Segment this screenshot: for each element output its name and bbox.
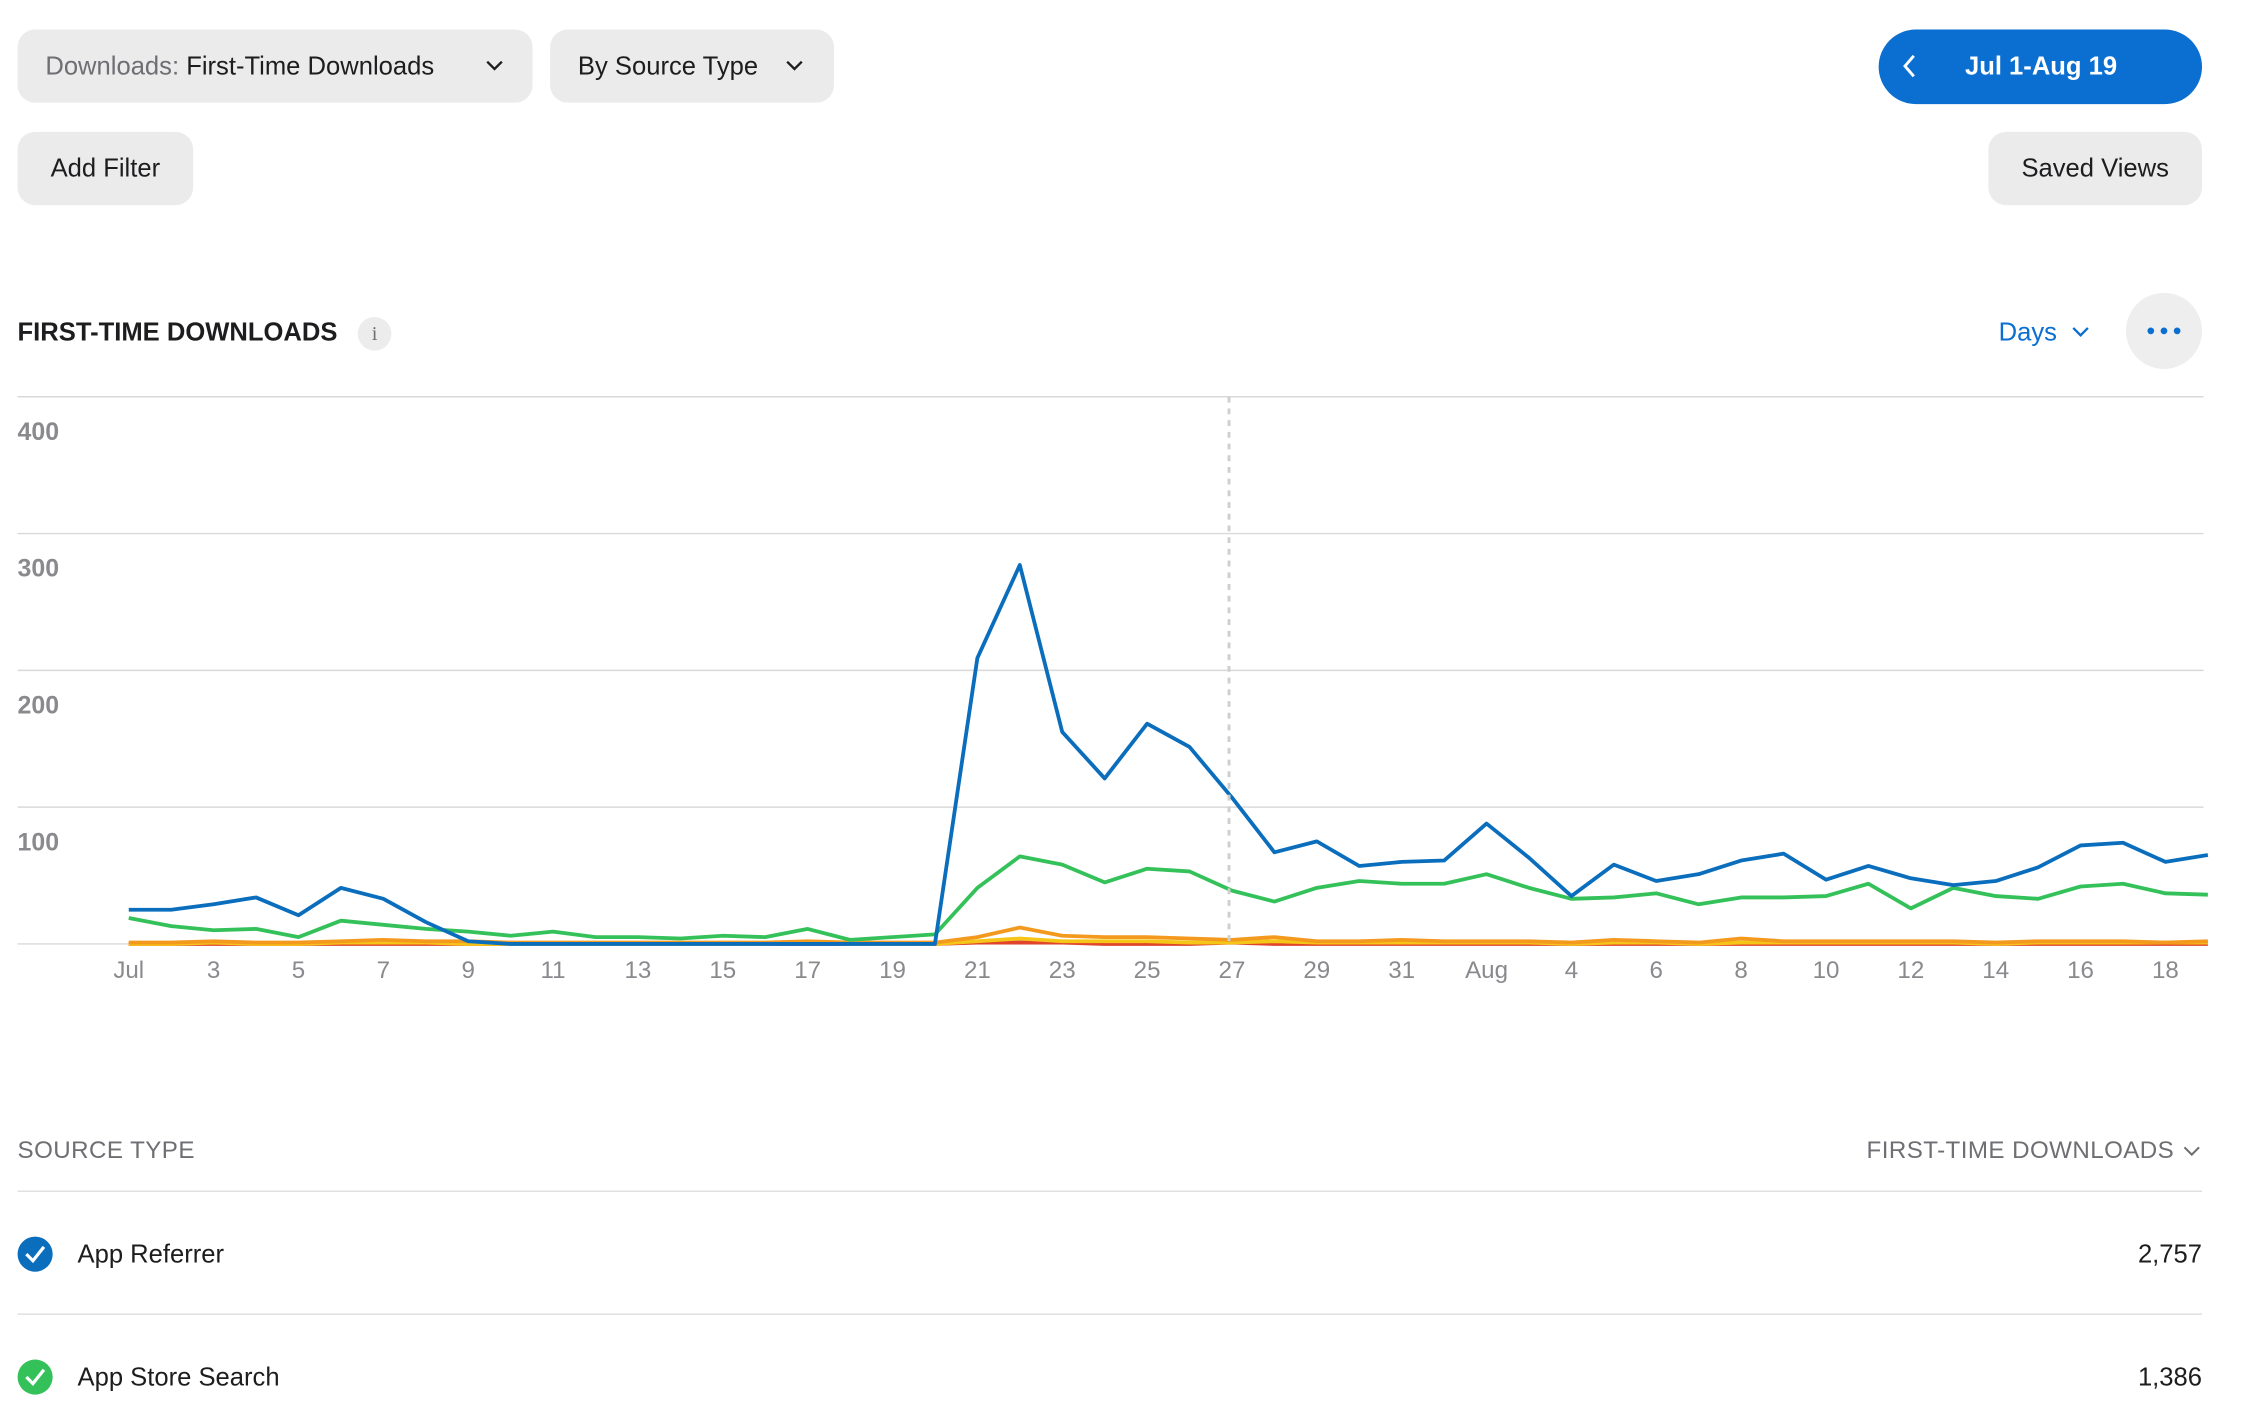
y-tick-label: 200 [18,691,59,719]
x-tick-label: 3 [207,957,220,984]
x-tick-label: 11 [541,957,566,984]
x-tick-label: 19 [879,957,906,984]
series-line [128,854,2208,942]
table: SOURCE TYPE FIRST-TIME DOWNLOADS App Ref… [17,1137,2202,1395]
x-tick-label: 9 [461,957,474,984]
x-tick-label: 21 [964,957,991,984]
row-label: App Referrer [78,1240,225,1268]
y-tick-label: 300 [18,555,59,583]
chevron [486,60,503,71]
check [25,1245,46,1264]
info-button[interactable]: i [357,317,392,351]
button-bg [550,29,834,103]
measure-button[interactable]: Downloads: First-Time Downloads [17,29,533,103]
x-tick-label: 8 [1734,957,1747,984]
row-label: App Store Search [78,1363,280,1391]
info-icon: i [372,323,378,345]
group-button[interactable]: By Source Type [550,29,834,103]
info-bg [357,317,392,351]
saved-views-button[interactable]: Saved Views [1988,131,2203,206]
measure-label: Downloads: First-Time Downloads [45,52,434,80]
dot [2160,327,2168,335]
x-tick-label: 25 [1134,957,1161,984]
dot [2173,327,2181,335]
group-label: By Source Type [578,52,758,80]
chevron [786,60,803,71]
check [25,1368,46,1387]
x-tick-label: 6 [1650,957,1663,984]
chart: 100 200 300 400 Jul 3 5 7 9 11 13 15 17 19 21 23 25 27 29 3… [18,396,2209,984]
button-bg [1988,131,2203,206]
more-button[interactable] [2125,292,2203,369]
date-range: Jul 1-Aug 19 [1965,52,2117,80]
add-filter-label: Add Filter [51,155,161,183]
x-tick-label: 13 [625,957,652,984]
x-tick-label: 10 [1813,957,1840,984]
measure-value: First-Time Downloads [186,52,434,80]
x-tick-label: 15 [709,957,736,984]
x-tick-label: 16 [2067,957,2094,984]
table-header: SOURCE TYPE [18,1137,195,1164]
x-tick-label: 29 [1303,957,1330,984]
button-bg [17,131,194,206]
button-bg [1878,29,2203,105]
section-title: FIRST-TIME DOWNLOADS [18,319,338,347]
y-tick-label: 400 [18,418,59,446]
y-tick-label: 100 [18,828,59,856]
x-tick-label: Jul [113,957,144,984]
checkbox[interactable] [17,1236,53,1272]
button-bg [17,29,533,103]
x-tick-label: 5 [292,957,305,984]
x-tick-label: 27 [1219,957,1246,984]
back-chevron [1903,54,1915,78]
interval-label: Days [1999,319,2057,347]
saved-views-label: Saved Views [2021,155,2169,183]
table-header[interactable]: FIRST-TIME DOWNLOADS [1867,1137,2175,1164]
series-line [128,563,2209,946]
interval-button[interactable]: Days [1999,319,2089,347]
measure-prefix: Downloads: [45,52,179,80]
row-value: 2,757 [2138,1240,2202,1268]
x-tick-label: 14 [1982,957,2009,984]
dot [2147,327,2155,335]
sort-chevron [2183,1146,2200,1157]
x-tick-label: 12 [1897,957,1924,984]
x-tick-label: Aug [1465,957,1508,984]
x-tick-label: 31 [1388,957,1415,984]
checkbox[interactable] [17,1359,53,1395]
x-tick-label: 18 [2152,957,2179,984]
x-tick-label: 7 [377,957,390,984]
add-filter-button[interactable]: Add Filter [17,131,194,206]
x-tick-label: 17 [794,957,821,984]
chevron [2072,327,2089,337]
row-value: 1,386 [2138,1363,2202,1391]
date-button[interactable]: Jul 1-Aug 19 [1878,29,2203,105]
x-tick-label: 4 [1565,957,1578,984]
x-tick-label: 23 [1049,957,1076,984]
